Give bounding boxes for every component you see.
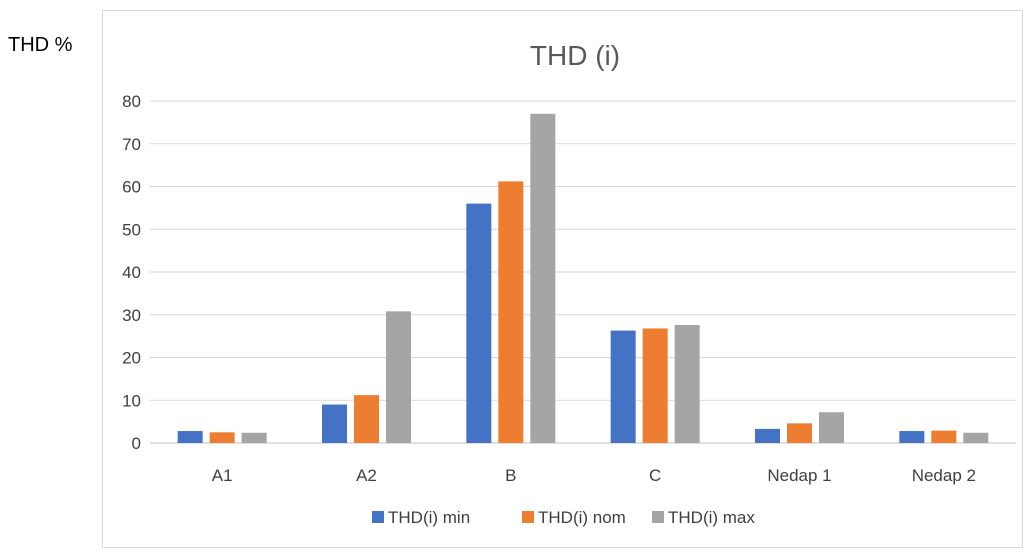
bar-nedap-2-3 [963, 433, 988, 443]
y-tick-label: 0 [132, 434, 141, 453]
y-tick-label: 10 [122, 391, 141, 410]
bar-a2-2 [354, 395, 379, 443]
y-tick-label: 70 [122, 135, 141, 154]
bar-a2-3 [386, 311, 411, 443]
bar-a1-1 [178, 431, 203, 443]
legend-swatch [652, 511, 664, 523]
y-tick-label: 30 [122, 306, 141, 325]
bar-nedap-1-3 [819, 412, 844, 443]
x-tick-label: A2 [356, 466, 377, 485]
bar-a1-3 [242, 433, 267, 443]
x-tick-label: Nedap 2 [912, 466, 976, 485]
legend-swatch [372, 511, 384, 523]
y-tick-labels: 0 10 20 30 40 50 60 70 80 [122, 92, 141, 453]
x-tick-label: A1 [212, 466, 233, 485]
y-tick-label: 80 [122, 92, 141, 111]
bar-c-1 [611, 331, 636, 443]
bar-b-3 [530, 114, 555, 443]
x-tick-label: Nedap 1 [767, 466, 831, 485]
x-tick-label: C [649, 466, 661, 485]
legend-swatch [522, 511, 534, 523]
legend: THD(i) min THD(i) nom THD(i) max [372, 508, 755, 527]
bars [178, 114, 989, 443]
bar-nedap-1-2 [787, 423, 812, 443]
y-tick-label: 20 [122, 349, 141, 368]
bar-nedap-2-1 [899, 431, 924, 443]
legend-label: THD(i) nom [538, 508, 626, 527]
bar-nedap-2-2 [931, 431, 956, 443]
bar-c-3 [675, 325, 700, 443]
legend-label: THD(i) max [668, 508, 755, 527]
legend-label: THD(i) min [388, 508, 470, 527]
bar-b-1 [466, 204, 491, 443]
chart-title: THD (i) [530, 40, 620, 71]
bar-a1-2 [210, 432, 235, 443]
y-tick-label: 50 [122, 220, 141, 239]
bar-a2-1 [322, 405, 347, 443]
x-tick-label: B [505, 466, 516, 485]
x-tick-labels: A1 A2 B C Nedap 1 Nedap 2 [212, 466, 976, 485]
bar-c-2 [643, 328, 668, 443]
bar-nedap-1-1 [755, 429, 780, 443]
gridlines [150, 101, 1016, 443]
y-tick-label: 60 [122, 178, 141, 197]
bar-b-2 [498, 181, 523, 443]
y-tick-label: 40 [122, 263, 141, 282]
